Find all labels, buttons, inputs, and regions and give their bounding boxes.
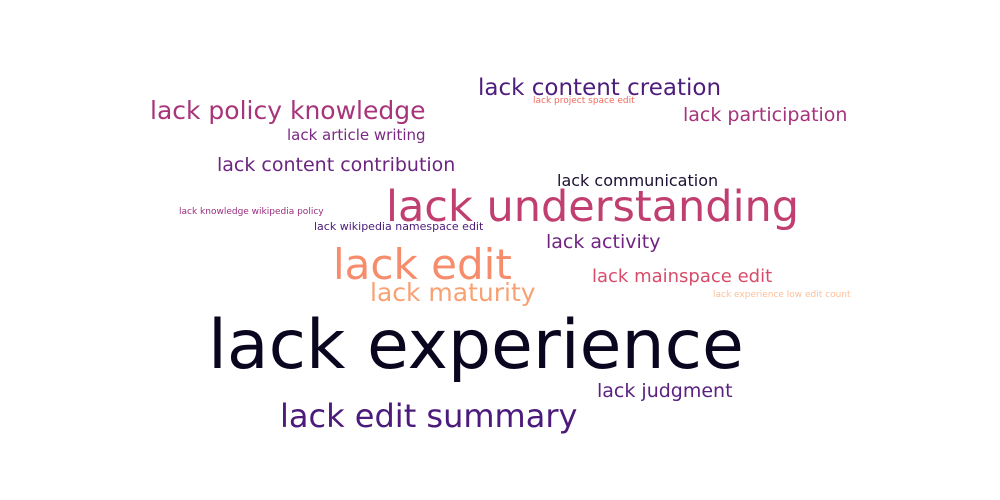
word-lack-wikipedia-namespace-edit: lack wikipedia namespace edit: [314, 220, 484, 233]
word-lack-project-space-edit: lack project space edit: [533, 96, 635, 106]
word-lack-policy-knowledge: lack policy knowledge: [150, 96, 426, 125]
word-lack-content-contribution: lack content contribution: [217, 154, 456, 176]
word-lack-mainspace-edit: lack mainspace edit: [592, 266, 773, 287]
word-lack-communication: lack communication: [557, 171, 719, 190]
word-lack-experience: lack experience: [208, 306, 744, 385]
word-lack-understanding: lack understanding: [386, 182, 800, 232]
word-lack-activity: lack activity: [546, 231, 661, 253]
word-lack-participation: lack participation: [683, 104, 848, 126]
word-lack-edit: lack edit: [333, 240, 512, 289]
word-lack-edit-summary: lack edit summary: [280, 397, 578, 435]
word-lack-judgment: lack judgment: [597, 380, 733, 402]
word-lack-content-creation: lack content creation: [478, 75, 722, 101]
word-lack-knowledge-wikipedia-policy: lack knowledge wikipedia policy: [179, 207, 324, 217]
word-lack-experience-low-edit-count: lack experience low edit count: [713, 290, 851, 300]
word-lack-maturity: lack maturity: [370, 278, 536, 307]
word-lack-article-writing: lack article writing: [287, 126, 426, 144]
